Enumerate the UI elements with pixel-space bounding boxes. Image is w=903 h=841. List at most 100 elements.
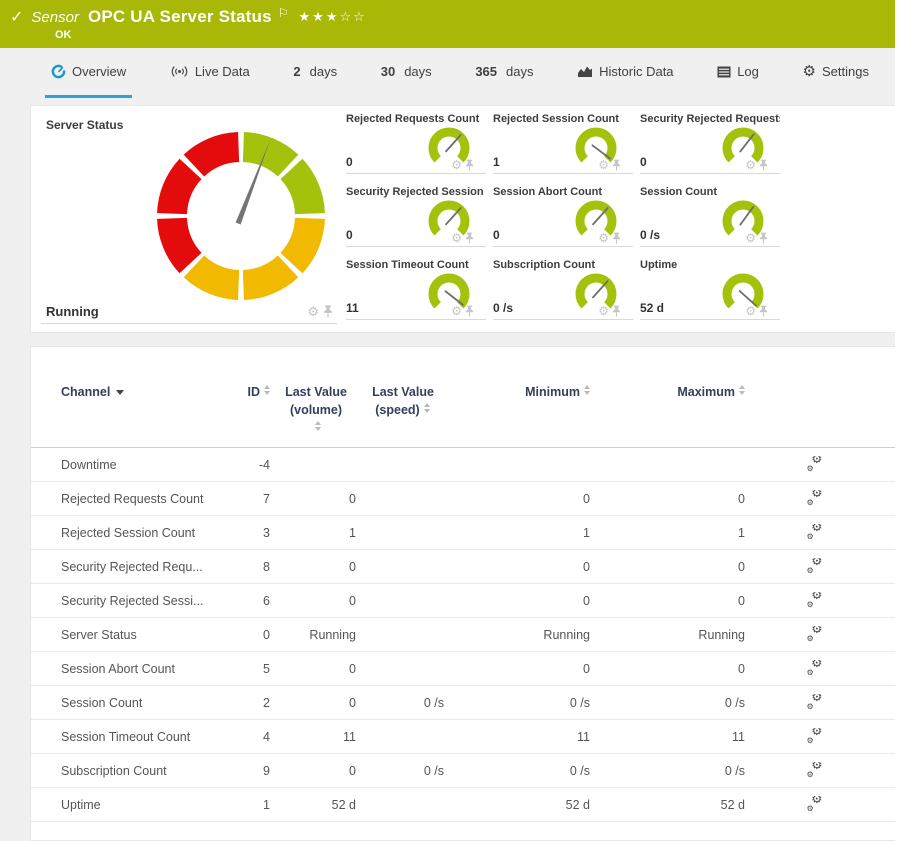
column-header-channel[interactable]: Channel <box>61 383 243 401</box>
channel-settings-icon[interactable]: ⚙⚙ <box>806 660 824 677</box>
gear-icon: ⚙ <box>807 703 814 711</box>
table-row: Server Status0RunningRunningRunning⚙⚙ <box>31 618 903 652</box>
gear-icon: ⚙ <box>807 533 814 541</box>
pin-icon[interactable] <box>465 305 474 317</box>
sort-icon <box>315 421 322 431</box>
cell-settings: ⚙⚙ <box>748 660 881 677</box>
channel-settings-icon[interactable]: ⚙⚙ <box>806 524 824 541</box>
column-header-minimum[interactable]: Minimum <box>447 383 593 401</box>
channel-settings-icon[interactable]: ⚙⚙ <box>806 558 824 575</box>
table-row: Subscription Count900 /s0 /s0 /s⚙⚙ <box>31 754 903 788</box>
cell-id: 7 <box>243 492 273 506</box>
cell-maximum: 0 <box>593 662 748 676</box>
mini-gauge-needle <box>446 208 461 224</box>
cell-last-value-volume: 0 <box>273 764 359 778</box>
gear-icon[interactable]: ⚙ <box>745 159 756 171</box>
gear-icon[interactable]: ⚙ <box>745 305 756 317</box>
mini-gauge-panel: Uptime52 d⚙ <box>640 258 780 320</box>
column-header-last-value-speed[interactable]: Last Value (speed) <box>359 383 447 419</box>
channel-settings-icon[interactable]: ⚙⚙ <box>806 694 824 711</box>
channel-settings-icon[interactable]: ⚙⚙ <box>806 592 824 609</box>
tab-overview[interactable]: Overview <box>45 48 132 98</box>
sensor-header-line: ✓ Sensor OPC UA Server Status ⚐ ★★★☆☆ <box>10 7 367 27</box>
tab-label: days <box>506 64 533 79</box>
pin-icon[interactable] <box>465 159 474 171</box>
pin-icon[interactable] <box>612 232 621 244</box>
gear-icon: ⚙ <box>807 567 814 575</box>
gauge-segment <box>243 255 298 299</box>
cell-channel: Session Count <box>61 696 243 710</box>
tab-30-days[interactable]: 30days <box>375 48 438 98</box>
gauges-card: Server Status Running ⚙ Rejected Request… <box>30 105 903 333</box>
priority-stars[interactable]: ★★★☆☆ <box>299 9 367 25</box>
mini-gauge-panel: Subscription Count0 /s⚙ <box>493 258 633 320</box>
tab-bar: OverviewLive Data2days30days365daysHisto… <box>0 48 885 98</box>
mini-gauge-value: 0 <box>346 155 353 169</box>
pin-icon[interactable] <box>759 305 768 317</box>
mini-gauge-panel: Security Rejected Requests C...0⚙ <box>640 112 780 174</box>
mini-gauge-needle <box>593 281 608 297</box>
cell-channel: Session Timeout Count <box>61 730 243 744</box>
cell-last-value-volume: 0 <box>273 696 359 710</box>
tab-2-days[interactable]: 2days <box>287 48 343 98</box>
channel-settings-icon[interactable]: ⚙⚙ <box>806 490 824 507</box>
table-row: Uptime152 d52 d52 d⚙⚙ <box>31 788 903 822</box>
page-title: OPC UA Server Status <box>88 7 272 27</box>
channel-settings-icon[interactable]: ⚙⚙ <box>806 728 824 745</box>
cell-last-value-volume: 1 <box>273 526 359 540</box>
gauge-icon <box>51 64 66 79</box>
pin-icon[interactable] <box>759 159 768 171</box>
column-label: (speed) <box>375 403 419 417</box>
column-header-id[interactable]: ID <box>243 383 273 401</box>
column-header-maximum[interactable]: Maximum <box>593 383 748 401</box>
pin-icon[interactable] <box>612 159 621 171</box>
tab-number: 30 <box>381 64 395 79</box>
pin-icon[interactable] <box>323 305 333 318</box>
tab-settings[interactable]: ⚙Settings <box>797 48 875 98</box>
mini-gauge-title: Security Rejected Requests C... <box>640 113 780 125</box>
cell-id: 5 <box>243 662 273 676</box>
gear-icon[interactable]: ⚙ <box>451 159 462 171</box>
gear-icon[interactable]: ⚙ <box>451 232 462 244</box>
tab-live-data[interactable]: Live Data <box>164 48 256 98</box>
channel-settings-icon[interactable]: ⚙⚙ <box>806 762 824 779</box>
mini-gauge-arc <box>727 278 759 305</box>
gear-icon[interactable]: ⚙ <box>598 232 609 244</box>
gear-icon[interactable]: ⚙ <box>598 159 609 171</box>
cell-last-value-volume: 52 d <box>273 798 359 812</box>
cell-maximum: 0 /s <box>593 696 748 710</box>
tab-label: Settings <box>822 64 869 79</box>
channel-settings-icon[interactable]: ⚙⚙ <box>806 796 824 813</box>
column-header-last-value-volume[interactable]: Last Value (volume) <box>273 383 359 437</box>
cell-id: 9 <box>243 764 273 778</box>
cell-maximum: 52 d <box>593 798 748 812</box>
cell-last-value-volume: 0 <box>273 594 359 608</box>
channel-settings-icon[interactable]: ⚙⚙ <box>806 456 824 473</box>
cell-maximum: Running <box>593 628 748 642</box>
mini-gauges-grid: Rejected Requests Count0⚙Rejected Sessio… <box>346 112 780 320</box>
tab-label: Log <box>737 64 759 79</box>
pin-icon[interactable] <box>759 232 768 244</box>
gear-icon[interactable]: ⚙ <box>451 305 462 317</box>
cell-id: 1 <box>243 798 273 812</box>
cell-settings: ⚙⚙ <box>748 592 881 609</box>
cell-settings: ⚙⚙ <box>748 694 881 711</box>
pin-icon[interactable] <box>612 305 621 317</box>
pin-icon[interactable] <box>465 232 474 244</box>
status-badge: OK <box>55 29 72 41</box>
mini-panel-icons: ⚙ <box>451 232 474 244</box>
channel-settings-icon[interactable]: ⚙⚙ <box>806 626 824 643</box>
cell-channel: Rejected Requests Count <box>61 492 243 506</box>
gear-icon[interactable]: ⚙ <box>745 232 756 244</box>
tab-historic-data[interactable]: Historic Data <box>571 48 679 98</box>
tab-log[interactable]: Log <box>711 48 765 98</box>
tab-365-days[interactable]: 365days <box>469 48 539 98</box>
gear-icon[interactable]: ⚙ <box>307 305 319 318</box>
flag-icon[interactable]: ⚐ <box>278 6 289 20</box>
scrollbar-track[interactable] <box>895 0 903 841</box>
tab-label: days <box>310 64 337 79</box>
mini-gauge-title: Rejected Requests Count <box>346 113 486 125</box>
sort-icon <box>424 403 431 413</box>
tab-label: Live Data <box>195 64 250 79</box>
gear-icon[interactable]: ⚙ <box>598 305 609 317</box>
